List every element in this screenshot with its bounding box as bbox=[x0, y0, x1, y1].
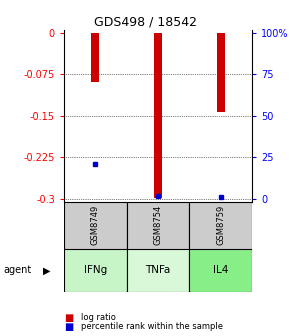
Text: IL4: IL4 bbox=[213, 265, 229, 276]
Text: GDS498 / 18542: GDS498 / 18542 bbox=[93, 15, 197, 28]
Text: ■: ■ bbox=[64, 322, 73, 332]
Bar bbox=[217, 33, 225, 112]
Text: ■: ■ bbox=[64, 312, 73, 323]
Bar bbox=[154, 33, 162, 198]
Text: TNFa: TNFa bbox=[145, 265, 171, 276]
Bar bbox=[189, 249, 252, 292]
Text: GSM8754: GSM8754 bbox=[153, 205, 163, 245]
Bar bbox=[91, 33, 99, 82]
Text: agent: agent bbox=[3, 265, 31, 276]
Text: ▶: ▶ bbox=[43, 265, 51, 276]
Bar bbox=[64, 202, 127, 249]
Text: IFNg: IFNg bbox=[84, 265, 107, 276]
Bar bbox=[127, 202, 189, 249]
Text: percentile rank within the sample: percentile rank within the sample bbox=[81, 322, 223, 331]
Bar bbox=[189, 202, 252, 249]
Text: GSM8749: GSM8749 bbox=[91, 205, 100, 245]
Text: log ratio: log ratio bbox=[81, 313, 116, 322]
Bar bbox=[64, 249, 127, 292]
Bar bbox=[127, 249, 189, 292]
Text: GSM8759: GSM8759 bbox=[216, 205, 225, 245]
